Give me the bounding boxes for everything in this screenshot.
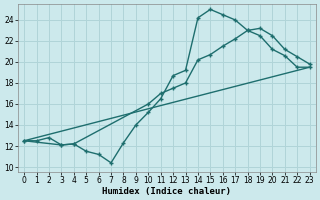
X-axis label: Humidex (Indice chaleur): Humidex (Indice chaleur) xyxy=(102,187,231,196)
